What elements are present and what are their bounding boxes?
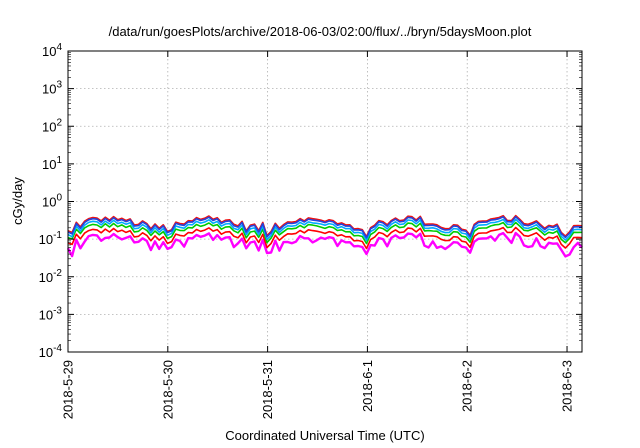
y-tick-label: 103 bbox=[42, 80, 62, 97]
series-line bbox=[67, 216, 583, 239]
y-tick-label: 10-4 bbox=[39, 343, 63, 360]
series-line bbox=[67, 218, 583, 242]
x-axis-label: Coordinated Universal Time (UTC) bbox=[225, 428, 424, 443]
series-line bbox=[67, 226, 583, 250]
series-line bbox=[67, 221, 583, 245]
x-tick-label: 2018-5-31 bbox=[260, 360, 275, 419]
y-axis-label: cGy/day bbox=[10, 177, 25, 225]
y-tick-label: 10-3 bbox=[39, 305, 63, 322]
y-tick-label: 100 bbox=[42, 193, 62, 210]
y-tick-label: 10-2 bbox=[39, 268, 63, 285]
y-tick-label: 104 bbox=[42, 42, 62, 59]
chart-title: /data/run/goesPlots/archive/2018-06-03/0… bbox=[109, 24, 532, 39]
grid bbox=[68, 51, 582, 352]
x-axis: 2018-5-29 2018-5-30 2018-5-31 2018-6-1 2018-… bbox=[61, 51, 575, 419]
series-line bbox=[66, 231, 583, 258]
y-tick-label: 101 bbox=[42, 155, 62, 172]
x-tick-label: 2018-5-30 bbox=[160, 360, 175, 419]
x-tick-label: 2018-6-1 bbox=[360, 360, 375, 412]
series-layer bbox=[66, 214, 583, 258]
y-tick-label: 102 bbox=[42, 117, 62, 134]
y-tick-label: 10-1 bbox=[39, 230, 63, 247]
y-axis: 10-4 10-3 10-2 10-1 100 101 102 103 104 bbox=[39, 42, 582, 360]
x-tick-label: 2018-6-3 bbox=[560, 360, 575, 412]
x-tick-label: 2018-6-2 bbox=[460, 360, 475, 412]
x-tick-label: 2018-5-29 bbox=[61, 360, 76, 419]
